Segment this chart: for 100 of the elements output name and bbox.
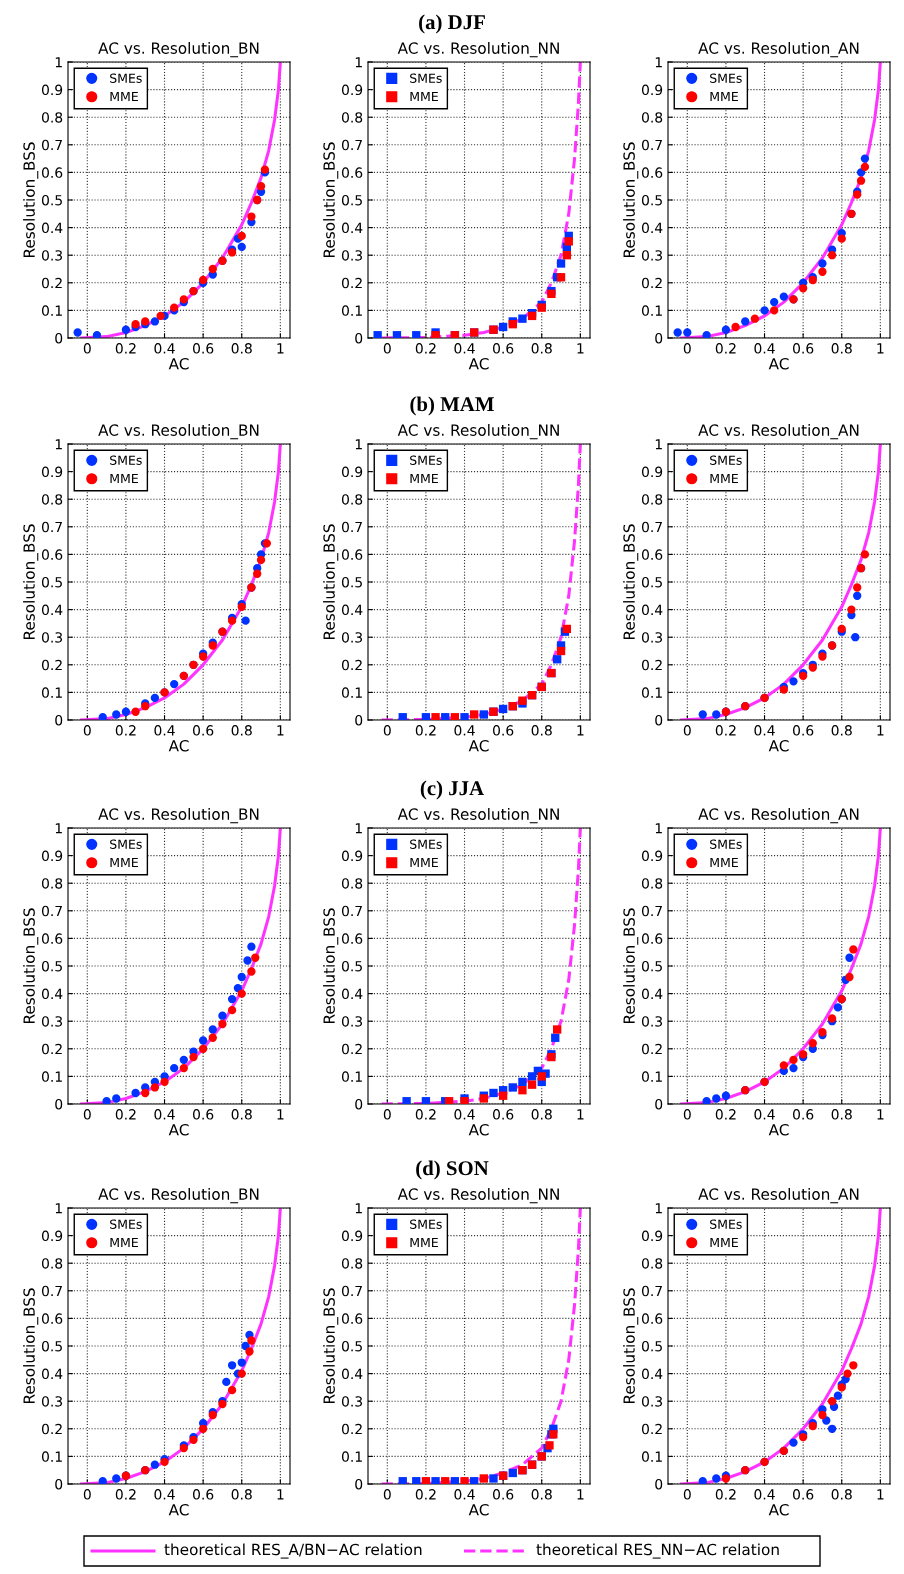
legend-label: SMEs	[710, 839, 742, 849]
y-tick-label: 0.3	[641, 1016, 663, 1027]
y-tick-label: 0.8	[341, 494, 363, 505]
y-axis-title: Resolution_BSS	[23, 142, 39, 258]
y-tick-label: 0.1	[641, 305, 662, 316]
x-tick-label: 0.2	[415, 1109, 436, 1120]
x-tick-label: 0.4	[454, 343, 475, 354]
y-tick-label: 0	[355, 1098, 363, 1110]
y-tick-label: 0.5	[341, 1340, 362, 1352]
x-tick-label: 0.2	[715, 1109, 736, 1120]
legend-label: MME	[410, 91, 438, 102]
y-tick-label: 0.1	[41, 1071, 62, 1082]
x-tick-label: 1	[877, 343, 884, 354]
y-tick-label: 0.2	[641, 1423, 662, 1435]
x-tick-label: 1	[277, 343, 284, 354]
y-tick-label: 0.2	[341, 277, 362, 289]
y-tick-label: 0	[655, 714, 663, 726]
legend-label: MME	[710, 473, 738, 484]
y-tick-label: 0	[355, 332, 363, 344]
y-tick-label: 0.7	[641, 139, 662, 151]
y-tick-label: 1	[355, 823, 362, 834]
y-tick-label: 0.5	[641, 960, 662, 972]
x-tick-label: 1	[877, 1109, 884, 1120]
legend-label: MME	[710, 91, 738, 102]
x-tick-label: 0	[83, 1489, 91, 1500]
legend-label: SMEs	[710, 455, 742, 465]
y-tick-label: 0.9	[641, 1230, 663, 1242]
legend-label: MME	[110, 473, 138, 484]
y-axis-title: Resolution_BSS	[623, 1288, 639, 1404]
x-tick-label: 0.6	[493, 1109, 514, 1120]
x-tick-label: 0.4	[754, 343, 775, 354]
x-tick-label: 0.4	[754, 1489, 775, 1500]
y-axis-title: Resolution_BSS	[23, 1288, 39, 1404]
y-tick-label: 0.4	[641, 604, 663, 616]
x-tick-label: 0.6	[493, 343, 514, 354]
y-tick-label: 1	[55, 439, 62, 450]
y-tick-label: 0.8	[341, 878, 363, 889]
x-tick-label: 0.4	[754, 1109, 775, 1120]
y-tick-label: 0.5	[41, 1340, 62, 1352]
y-tick-label: 0.6	[641, 933, 663, 944]
y-tick-label: 0.7	[641, 905, 662, 917]
x-tick-label: 0	[83, 1109, 91, 1120]
y-tick-label: 0	[55, 714, 63, 726]
y-tick-label: 0.9	[641, 850, 663, 862]
x-tick-label: 1	[577, 1489, 584, 1500]
y-tick-label: 1	[55, 57, 62, 68]
y-tick-label: 0.5	[641, 576, 662, 588]
text: theoretical RES_NN−AC relation	[536, 1543, 779, 1559]
y-tick-label: 0.4	[341, 1368, 363, 1380]
y-axis-title: Resolution_BSS	[623, 142, 639, 258]
y-tick-label: 0.9	[341, 850, 363, 862]
y-axis-title: Resolution_BSS	[623, 524, 639, 640]
y-tick-label: 0.4	[41, 1368, 63, 1380]
x-tick-label: 0.4	[454, 1109, 475, 1120]
x-tick-label: 0.8	[531, 343, 552, 354]
x-tick-label: 0.8	[831, 1489, 852, 1500]
y-tick-label: 0.2	[641, 1043, 662, 1055]
x-tick-label: 1	[277, 1489, 284, 1500]
legend-label: SMEs	[110, 73, 142, 83]
y-tick-label: 0.2	[341, 659, 362, 671]
y-tick-label: 0.9	[341, 466, 363, 478]
y-tick-label: 0.5	[641, 1340, 662, 1352]
y-tick-label: 0.6	[341, 1313, 363, 1324]
chart-subtitle: (a) DJF	[419, 14, 485, 34]
y-tick-label: 0.1	[41, 1451, 62, 1462]
legend-label: MME	[710, 1237, 738, 1248]
y-tick-label: 1	[655, 57, 662, 68]
x-axis-title: AC	[468, 357, 489, 370]
legend-label: MME	[410, 1237, 438, 1248]
legend-label: SMEs	[410, 455, 442, 465]
x-tick-label: 0.2	[715, 1489, 736, 1500]
chart-title: AC vs. Resolution_BN	[98, 42, 259, 58]
x-tick-label: 0.2	[415, 725, 436, 736]
y-axis-title: Resolution_BSS	[323, 524, 339, 640]
x-tick-label: 0.4	[454, 1489, 475, 1500]
x-tick-label: 0.6	[193, 343, 214, 354]
x-tick-label: 0	[383, 343, 391, 354]
y-tick-label: 1	[655, 823, 662, 834]
chart-title: AC vs. Resolution_AN	[698, 808, 859, 824]
y-tick-label: 0.4	[41, 222, 63, 234]
y-tick-label: 0.9	[41, 850, 63, 862]
y-tick-label: 0.1	[641, 1451, 662, 1462]
x-tick-label: 0.8	[531, 725, 552, 736]
legend-label: MME	[710, 857, 738, 868]
x-tick-label: 1	[577, 343, 584, 354]
y-axis-title: Resolution_BSS	[23, 908, 39, 1024]
x-tick-label: 0.4	[754, 725, 775, 736]
chart-title: AC vs. Resolution_NN	[397, 42, 559, 58]
y-axis-title: Resolution_BSS	[23, 524, 39, 640]
legend-label: MME	[410, 857, 438, 868]
x-tick-label: 0.4	[454, 725, 475, 736]
x-axis-title: AC	[468, 739, 489, 752]
chart-subtitle: (d) SON	[416, 1160, 489, 1180]
y-tick-label: 0.8	[641, 1258, 663, 1269]
chart-title: AC vs. Resolution_BN	[98, 424, 259, 440]
x-tick-label: 1	[577, 1109, 584, 1120]
y-tick-label: 0.1	[641, 1071, 662, 1082]
x-tick-label: 0.2	[115, 1489, 136, 1500]
legend-label: SMEs	[710, 1219, 742, 1229]
y-tick-label: 0.3	[41, 1016, 63, 1027]
